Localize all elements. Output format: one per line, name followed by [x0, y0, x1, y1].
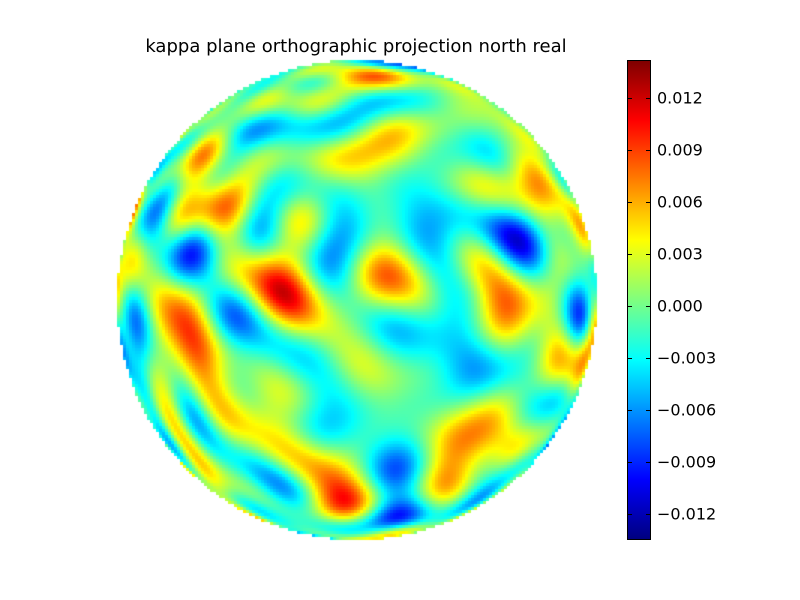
colorbar-tick-mark [627, 253, 632, 255]
colorbar-tick-mark [646, 513, 651, 515]
colorbar-tick-label: 0.012 [657, 88, 703, 108]
colorbar-tick-mark [627, 513, 632, 515]
colorbar-tick-mark [646, 253, 651, 255]
colorbar-tick-label: −0.009 [657, 452, 717, 472]
colorbar-tick-mark [646, 357, 651, 359]
colorbar-tick-mark [646, 149, 651, 151]
colorbar-tick-label: −0.006 [657, 400, 717, 420]
colorbar-tick-mark [646, 97, 651, 99]
colorbar-tick-label: 0.006 [657, 192, 703, 212]
colorbar-tick-label: −0.003 [657, 348, 717, 368]
colorbar-tick-mark [646, 201, 651, 203]
colorbar-tick-label: 0.009 [657, 140, 703, 160]
colorbar-tick-mark [646, 409, 651, 411]
colorbar-tick-mark [646, 305, 651, 307]
colorbar-tick-mark [627, 305, 632, 307]
colorbar-tick-label: 0.000 [657, 296, 703, 316]
colorbar-tick-label: −0.012 [657, 504, 717, 524]
colorbar [627, 60, 651, 540]
colorbar-tick-mark [627, 201, 632, 203]
colorbar-tick-mark [627, 357, 632, 359]
colorbar-gradient [628, 61, 650, 539]
colorbar-tick-mark [627, 97, 632, 99]
colorbar-tick-mark [627, 409, 632, 411]
colorbar-tick-mark [627, 149, 632, 151]
colorbar-tick-label: 0.003 [657, 244, 703, 264]
colorbar-tick-mark [627, 461, 632, 463]
colorbar-tick-mark [646, 461, 651, 463]
